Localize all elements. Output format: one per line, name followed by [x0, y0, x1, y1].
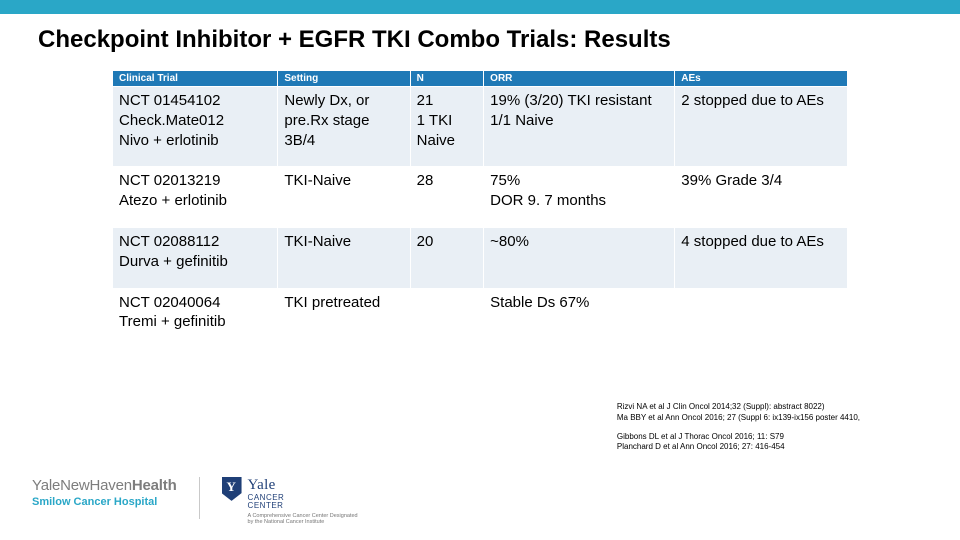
ycc-yale: Yale [248, 477, 358, 494]
table-cell [410, 288, 484, 349]
table-cell: NCT 02013219Atezo + erlotinib [113, 167, 278, 228]
reference-line: Gibbons DL et al J Thorac Oncol 2016; 11… [617, 432, 860, 443]
table-cell: ~80% [484, 227, 675, 288]
table-header-cell: ORR [484, 71, 675, 87]
table-header-cell: Clinical Trial [113, 71, 278, 87]
ynhh-logo: YaleNewHavenHealth Smilow Cancer Hospita… [32, 477, 177, 508]
reference-line: Rizvi NA et al J Clin Oncol 2014;32 (Sup… [617, 402, 860, 413]
logo-divider [199, 477, 200, 519]
table-cell: 2 stopped due to AEs [675, 87, 848, 167]
slide-title: Checkpoint Inhibitor + EGFR TKI Combo Tr… [0, 14, 960, 64]
results-table: Clinical TrialSettingNORRAEs NCT 0145410… [112, 70, 848, 349]
table-cell: NCT 01454102Check.Mate012Nivo + erlotini… [113, 87, 278, 167]
table-header-cell: AEs [675, 71, 848, 87]
table-cell: TKI-Naive [278, 167, 410, 228]
ycc-center: CENTER [248, 502, 358, 510]
ycc-text: Yale CANCER CENTER A Comprehensive Cance… [248, 477, 358, 526]
ynhh-wordmark: YaleNewHavenHealth [32, 477, 177, 494]
table-header-cell: Setting [278, 71, 410, 87]
reference-line: Planchard D et al Ann Oncol 2016; 27: 41… [617, 442, 860, 453]
table-row: NCT 02040064Tremi + gefinitibTKI pretrea… [113, 288, 848, 349]
top-accent-bar [0, 0, 960, 14]
smilow-label: Smilow Cancer Hospital [32, 496, 177, 508]
table-cell: 19% (3/20) TKI resistant1/1 Naive [484, 87, 675, 167]
table-cell: Stable Ds 67% [484, 288, 675, 349]
yale-cancer-center-logo: Yale CANCER CENTER A Comprehensive Cance… [222, 477, 358, 526]
table-row: NCT 02088112Durva + gefinitibTKI-Naive20… [113, 227, 848, 288]
table-cell: TKI pretreated [278, 288, 410, 349]
table-cell: NCT 02040064Tremi + gefinitib [113, 288, 278, 349]
ycc-subtitle: A Comprehensive Cancer Center Designated… [248, 513, 358, 526]
table-cell: Newly Dx, or pre.Rx stage 3B/4 [278, 87, 410, 167]
table-header-cell: N [410, 71, 484, 87]
reference-line: Ma BBY et al Ann Oncol 2016; 27 (Suppl 6… [617, 413, 860, 424]
table-cell: TKI-Naive [278, 227, 410, 288]
ynhh-nh: NewHaven [60, 477, 132, 494]
table-cell: 28 [410, 167, 484, 228]
table-header-row: Clinical TrialSettingNORRAEs [113, 71, 848, 87]
ynhh-health: Health [132, 477, 177, 494]
table-cell: NCT 02088112Durva + gefinitib [113, 227, 278, 288]
ynhh-yale: Yale [32, 477, 60, 494]
references: Rizvi NA et al J Clin Oncol 2014;32 (Sup… [617, 402, 860, 453]
table-cell: 4 stopped due to AEs [675, 227, 848, 288]
table-cell [675, 288, 848, 349]
table-cell: 75%DOR 9. 7 months [484, 167, 675, 228]
shield-icon [222, 477, 242, 501]
table-cell: 39% Grade 3/4 [675, 167, 848, 228]
table-cell: 20 [410, 227, 484, 288]
table-cell: 211 TKI Naive [410, 87, 484, 167]
table-row: NCT 01454102Check.Mate012Nivo + erlotini… [113, 87, 848, 167]
footer-logos: YaleNewHavenHealth Smilow Cancer Hospita… [32, 477, 358, 526]
table-row: NCT 02013219Atezo + erlotinibTKI-Naive28… [113, 167, 848, 228]
table-container: Clinical TrialSettingNORRAEs NCT 0145410… [0, 64, 960, 349]
